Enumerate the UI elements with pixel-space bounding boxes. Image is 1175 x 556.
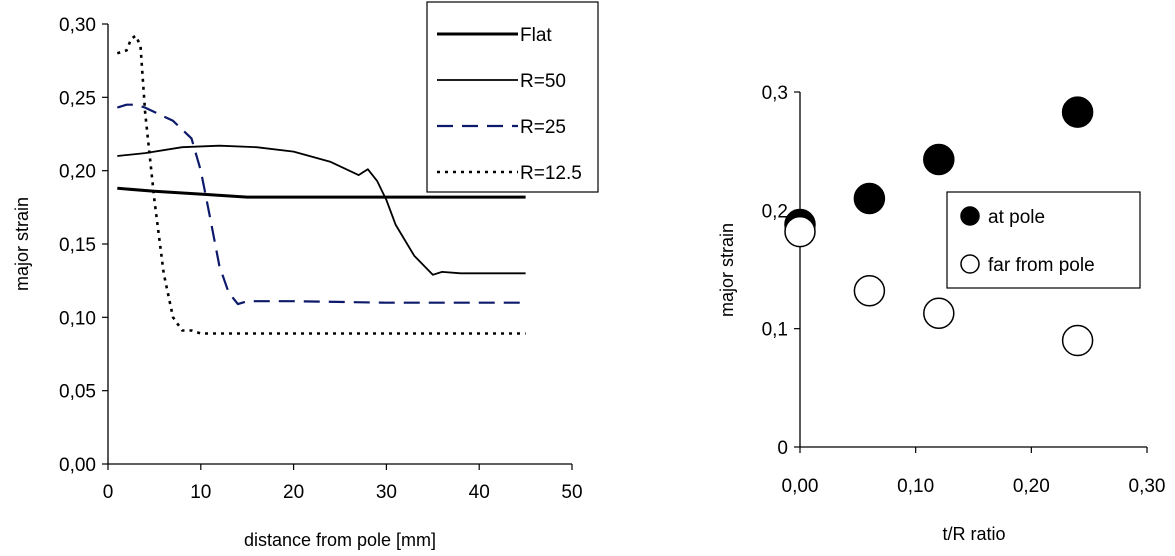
- line-chart: 0 10 20 30 40 50 0,00 0,05 0,10 0,15 0,20 0,25 0,30…: [12, 1, 599, 550]
- legend-label: R=50: [520, 71, 566, 92]
- x-tick-label: 30: [376, 482, 397, 503]
- legend-label: R=25: [520, 117, 566, 138]
- point-far-from-pole: [923, 297, 955, 330]
- y-axis-label: major strain: [717, 223, 737, 317]
- y-tick-label: 0,2: [762, 201, 788, 222]
- point-far-from-pole: [853, 275, 886, 307]
- series-points: [784, 96, 1094, 357]
- point-far-from-pole: [784, 215, 816, 248]
- x-tick-label: 0,20: [1013, 476, 1050, 497]
- scatter-chart: 0,00 0,10 0,20 0,30 0 0,1 0,2 0,3 t/R ratio ma…: [717, 83, 1165, 544]
- series-line-r-12-5: [116, 34, 526, 335]
- legend-label: R=12.5: [520, 163, 582, 184]
- x-tick-label: 0,00: [782, 476, 819, 497]
- legend: Flat R=50 R=25 R=12.5: [426, 1, 599, 193]
- y-tick-label: 0: [777, 438, 788, 459]
- x-ticks: 0,00 0,10 0,20 0,30: [782, 447, 1166, 497]
- legend-box: [946, 191, 1141, 289]
- legend-entries: Flat R=50 R=25 R=12.5: [437, 25, 582, 184]
- x-tick-label: 40: [469, 482, 490, 503]
- legend: at pole far from pole: [946, 191, 1141, 289]
- y-tick-label: 0,30: [59, 15, 96, 36]
- y-axis-label: major strain: [12, 197, 32, 291]
- y-tick-label: 0,20: [59, 162, 96, 183]
- y-tick-label: 0,3: [762, 83, 788, 104]
- y-tick-label: 0,25: [59, 88, 96, 109]
- legend-marker: [960, 254, 980, 274]
- x-tick-label: 10: [190, 482, 211, 503]
- y-tick-label: 0,1: [762, 320, 788, 341]
- x-tick-label: 0,30: [1129, 476, 1166, 497]
- point-at-pole: [853, 182, 886, 215]
- y-ticks: 0 0,1 0,2 0,3: [762, 83, 800, 459]
- y-tick-label: 0,15: [59, 235, 96, 256]
- y-tick-label: 0,10: [59, 308, 96, 329]
- series-line-r-50: [117, 144, 526, 276]
- legend-marker: [960, 206, 980, 226]
- legend-entries: at pole far from pole: [960, 206, 1095, 276]
- point-at-pole: [1061, 96, 1094, 128]
- point-at-pole: [923, 143, 955, 176]
- point-far-from-pole: [1061, 324, 1094, 357]
- y-tick-label: 0,05: [59, 382, 96, 403]
- series-line-r-25: [116, 103, 526, 306]
- x-ticks: 0 10 20 30 40 50: [103, 464, 583, 503]
- x-tick-label: 0,10: [897, 476, 934, 497]
- series-lines: [116, 34, 526, 335]
- legend-label: at pole: [988, 207, 1045, 228]
- series-line-flat: [117, 186, 526, 199]
- y-tick-label: 0,00: [59, 455, 96, 476]
- legend-label: far from pole: [988, 255, 1095, 276]
- y-ticks: 0,00 0,05 0,10 0,15 0,20 0,25 0,30: [59, 15, 108, 476]
- x-tick-label: 50: [561, 482, 582, 503]
- x-tick-label: 0: [103, 482, 114, 503]
- legend-label: Flat: [520, 25, 552, 46]
- x-axis-label: t/R ratio: [942, 524, 1005, 544]
- x-tick-label: 20: [283, 482, 304, 503]
- x-axis-label: distance from pole [mm]: [244, 530, 436, 550]
